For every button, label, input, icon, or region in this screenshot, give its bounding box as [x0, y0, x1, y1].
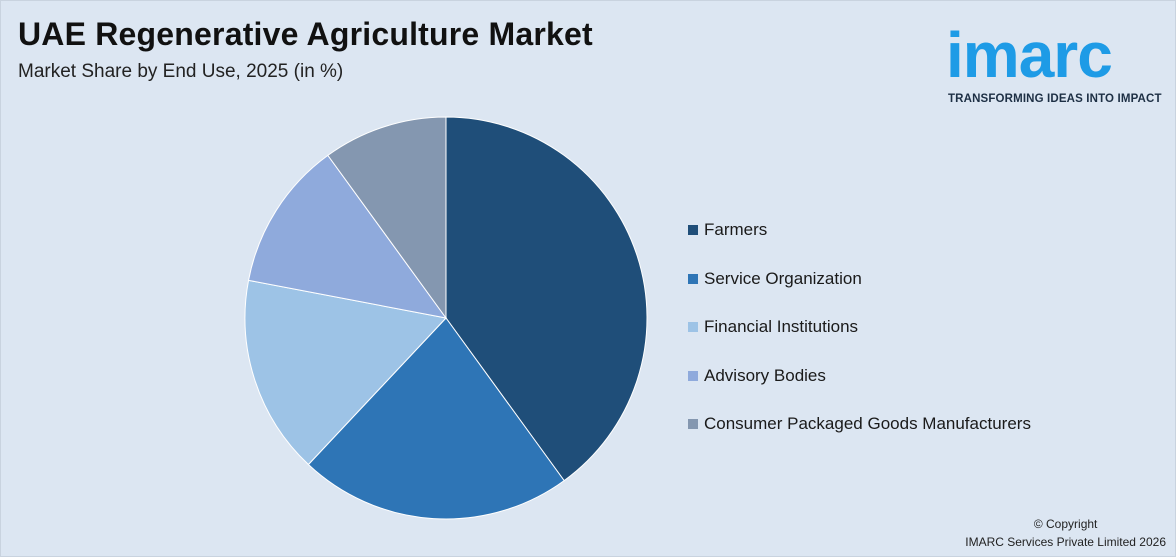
legend-swatch: [688, 419, 698, 429]
legend-label: Farmers: [704, 220, 768, 239]
legend-swatch: [688, 225, 698, 235]
chart-title: UAE Regenerative Agriculture Market: [18, 16, 593, 52]
legend-item-farmers: Farmers: [688, 218, 1031, 242]
chart-legend: Farmers Service Organization Financial Ins…: [688, 218, 1031, 461]
copyright-line-2: IMARC Services Private Limited 2026: [965, 535, 1166, 549]
legend-item-financial-institutions: Financial Institutions: [688, 315, 1031, 339]
legend-item-advisory-bodies: Advisory Bodies: [688, 364, 1031, 388]
logo-wordmark: imarc: [946, 19, 1113, 91]
copyright-line-1: © Copyright: [1033, 517, 1098, 531]
legend-label: Consumer Packaged Goods Manufacturers: [704, 414, 1031, 433]
legend-label: Advisory Bodies: [704, 365, 826, 385]
pie-slice-consumer-packaged-goods-manufacturers: [327, 116, 447, 320]
chart-subtitle: Market Share by End Use, 2025 (in %): [18, 61, 344, 82]
legend-label: Service Organization: [704, 268, 862, 288]
legend-swatch: [688, 370, 698, 381]
logo-tagline: TRANSFORMING IDEAS INTO IMPACT: [948, 93, 1162, 105]
pie-slice-farmers: [445, 116, 648, 482]
imarc-logo: imarc TRANSFORMING IDEAS INTO IMPACT: [946, 12, 1170, 108]
legend-item-service-organization: Service Organization: [688, 267, 1031, 291]
legend-item-consumer-packaged-goods-manufacturers: Consumer Packaged Goods Manufacturers: [688, 412, 1031, 436]
copyright-notice: © Copyright IMARC Services Private Limit…: [965, 515, 1166, 551]
legend-swatch: [688, 322, 698, 332]
pie-slice-financial-institutions: [244, 279, 447, 466]
pie-slice-service-organization: [307, 317, 565, 520]
legend-label: Financial Institutions: [704, 317, 859, 336]
pie-chart: [244, 116, 648, 520]
pie-slice-advisory-bodies: [247, 154, 448, 319]
legend-swatch: [688, 273, 698, 284]
